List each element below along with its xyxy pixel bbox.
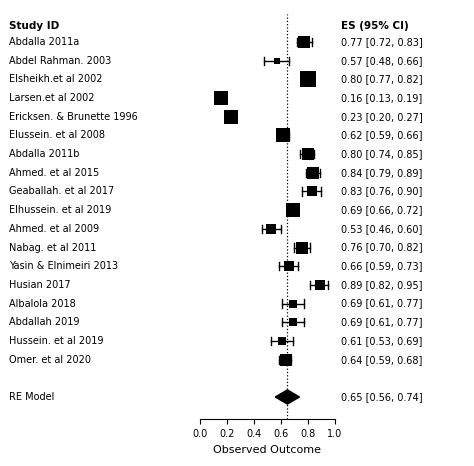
Text: 0.62 [0.59, 0.66]: 0.62 [0.59, 0.66] — [341, 130, 423, 140]
Text: 0.76 [0.70, 0.82]: 0.76 [0.70, 0.82] — [341, 242, 423, 253]
Text: 0.23 [0.20, 0.27]: 0.23 [0.20, 0.27] — [341, 112, 423, 122]
Text: Elussein. et al 2008: Elussein. et al 2008 — [9, 130, 105, 140]
Polygon shape — [275, 390, 300, 404]
Text: Geaballah. et al 2017: Geaballah. et al 2017 — [9, 186, 114, 197]
Text: Abdel Rahman. 2003: Abdel Rahman. 2003 — [9, 56, 111, 66]
Point — [308, 188, 315, 195]
Text: 0.16 [0.13, 0.19]: 0.16 [0.13, 0.19] — [341, 93, 422, 103]
Point — [304, 151, 311, 158]
Point — [309, 169, 317, 177]
Point — [299, 244, 306, 251]
Text: Ericksen. & Brunette 1996: Ericksen. & Brunette 1996 — [9, 112, 137, 122]
Point — [289, 319, 297, 326]
Point — [280, 132, 287, 139]
Point — [289, 300, 297, 307]
Text: 0.80 [0.74, 0.85]: 0.80 [0.74, 0.85] — [341, 149, 423, 159]
X-axis label: Observed Outcome: Observed Outcome — [213, 445, 321, 455]
Text: ES (95% CI): ES (95% CI) — [341, 21, 409, 31]
Point — [218, 94, 225, 102]
Text: Husian 2017: Husian 2017 — [9, 280, 70, 290]
Text: 0.61 [0.53, 0.69]: 0.61 [0.53, 0.69] — [341, 336, 423, 346]
Point — [300, 38, 307, 46]
Text: Ahmed. et al 2009: Ahmed. et al 2009 — [9, 224, 99, 234]
Text: Study ID: Study ID — [9, 21, 59, 31]
Text: 0.80 [0.77, 0.82]: 0.80 [0.77, 0.82] — [341, 75, 423, 84]
Text: Larsen.et al 2002: Larsen.et al 2002 — [9, 93, 94, 103]
Text: 0.53 [0.46, 0.60]: 0.53 [0.46, 0.60] — [341, 224, 423, 234]
Point — [273, 57, 281, 64]
Text: Abdalla 2011a: Abdalla 2011a — [9, 37, 79, 47]
Text: Omer. et al 2020: Omer. et al 2020 — [9, 355, 91, 364]
Point — [227, 113, 235, 121]
Text: 0.65 [0.56, 0.74]: 0.65 [0.56, 0.74] — [341, 392, 423, 402]
Point — [267, 225, 275, 233]
Point — [316, 281, 324, 288]
Text: 0.69 [0.61, 0.77]: 0.69 [0.61, 0.77] — [341, 317, 423, 327]
Text: Abdalla 2011b: Abdalla 2011b — [9, 149, 79, 159]
Text: 0.69 [0.61, 0.77]: 0.69 [0.61, 0.77] — [341, 299, 423, 308]
Text: Elsheikh.et al 2002: Elsheikh.et al 2002 — [9, 75, 102, 84]
Text: 0.83 [0.76, 0.90]: 0.83 [0.76, 0.90] — [341, 186, 423, 197]
Text: Yasin & Elnimeiri 2013: Yasin & Elnimeiri 2013 — [9, 261, 118, 271]
Point — [282, 356, 290, 363]
Text: 0.89 [0.82, 0.95]: 0.89 [0.82, 0.95] — [341, 280, 423, 290]
Point — [278, 337, 286, 345]
Text: 0.57 [0.48, 0.66]: 0.57 [0.48, 0.66] — [341, 56, 423, 66]
Text: Albalola 2018: Albalola 2018 — [9, 299, 75, 308]
Text: 0.66 [0.59, 0.73]: 0.66 [0.59, 0.73] — [341, 261, 423, 271]
Text: 0.84 [0.79, 0.89]: 0.84 [0.79, 0.89] — [341, 168, 423, 178]
Text: Elhussein. et al 2019: Elhussein. et al 2019 — [9, 205, 111, 215]
Point — [289, 206, 297, 214]
Point — [285, 262, 292, 270]
Text: RE Model: RE Model — [9, 392, 54, 402]
Text: 0.64 [0.59, 0.68]: 0.64 [0.59, 0.68] — [341, 355, 423, 364]
Text: 0.69 [0.66, 0.72]: 0.69 [0.66, 0.72] — [341, 205, 423, 215]
Text: Ahmed. et al 2015: Ahmed. et al 2015 — [9, 168, 99, 178]
Text: Nabag. et al 2011: Nabag. et al 2011 — [9, 242, 96, 253]
Text: 0.77 [0.72, 0.83]: 0.77 [0.72, 0.83] — [341, 37, 423, 47]
Text: Abdallah 2019: Abdallah 2019 — [9, 317, 79, 327]
Point — [304, 75, 311, 83]
Text: Hussein. et al 2019: Hussein. et al 2019 — [9, 336, 103, 346]
